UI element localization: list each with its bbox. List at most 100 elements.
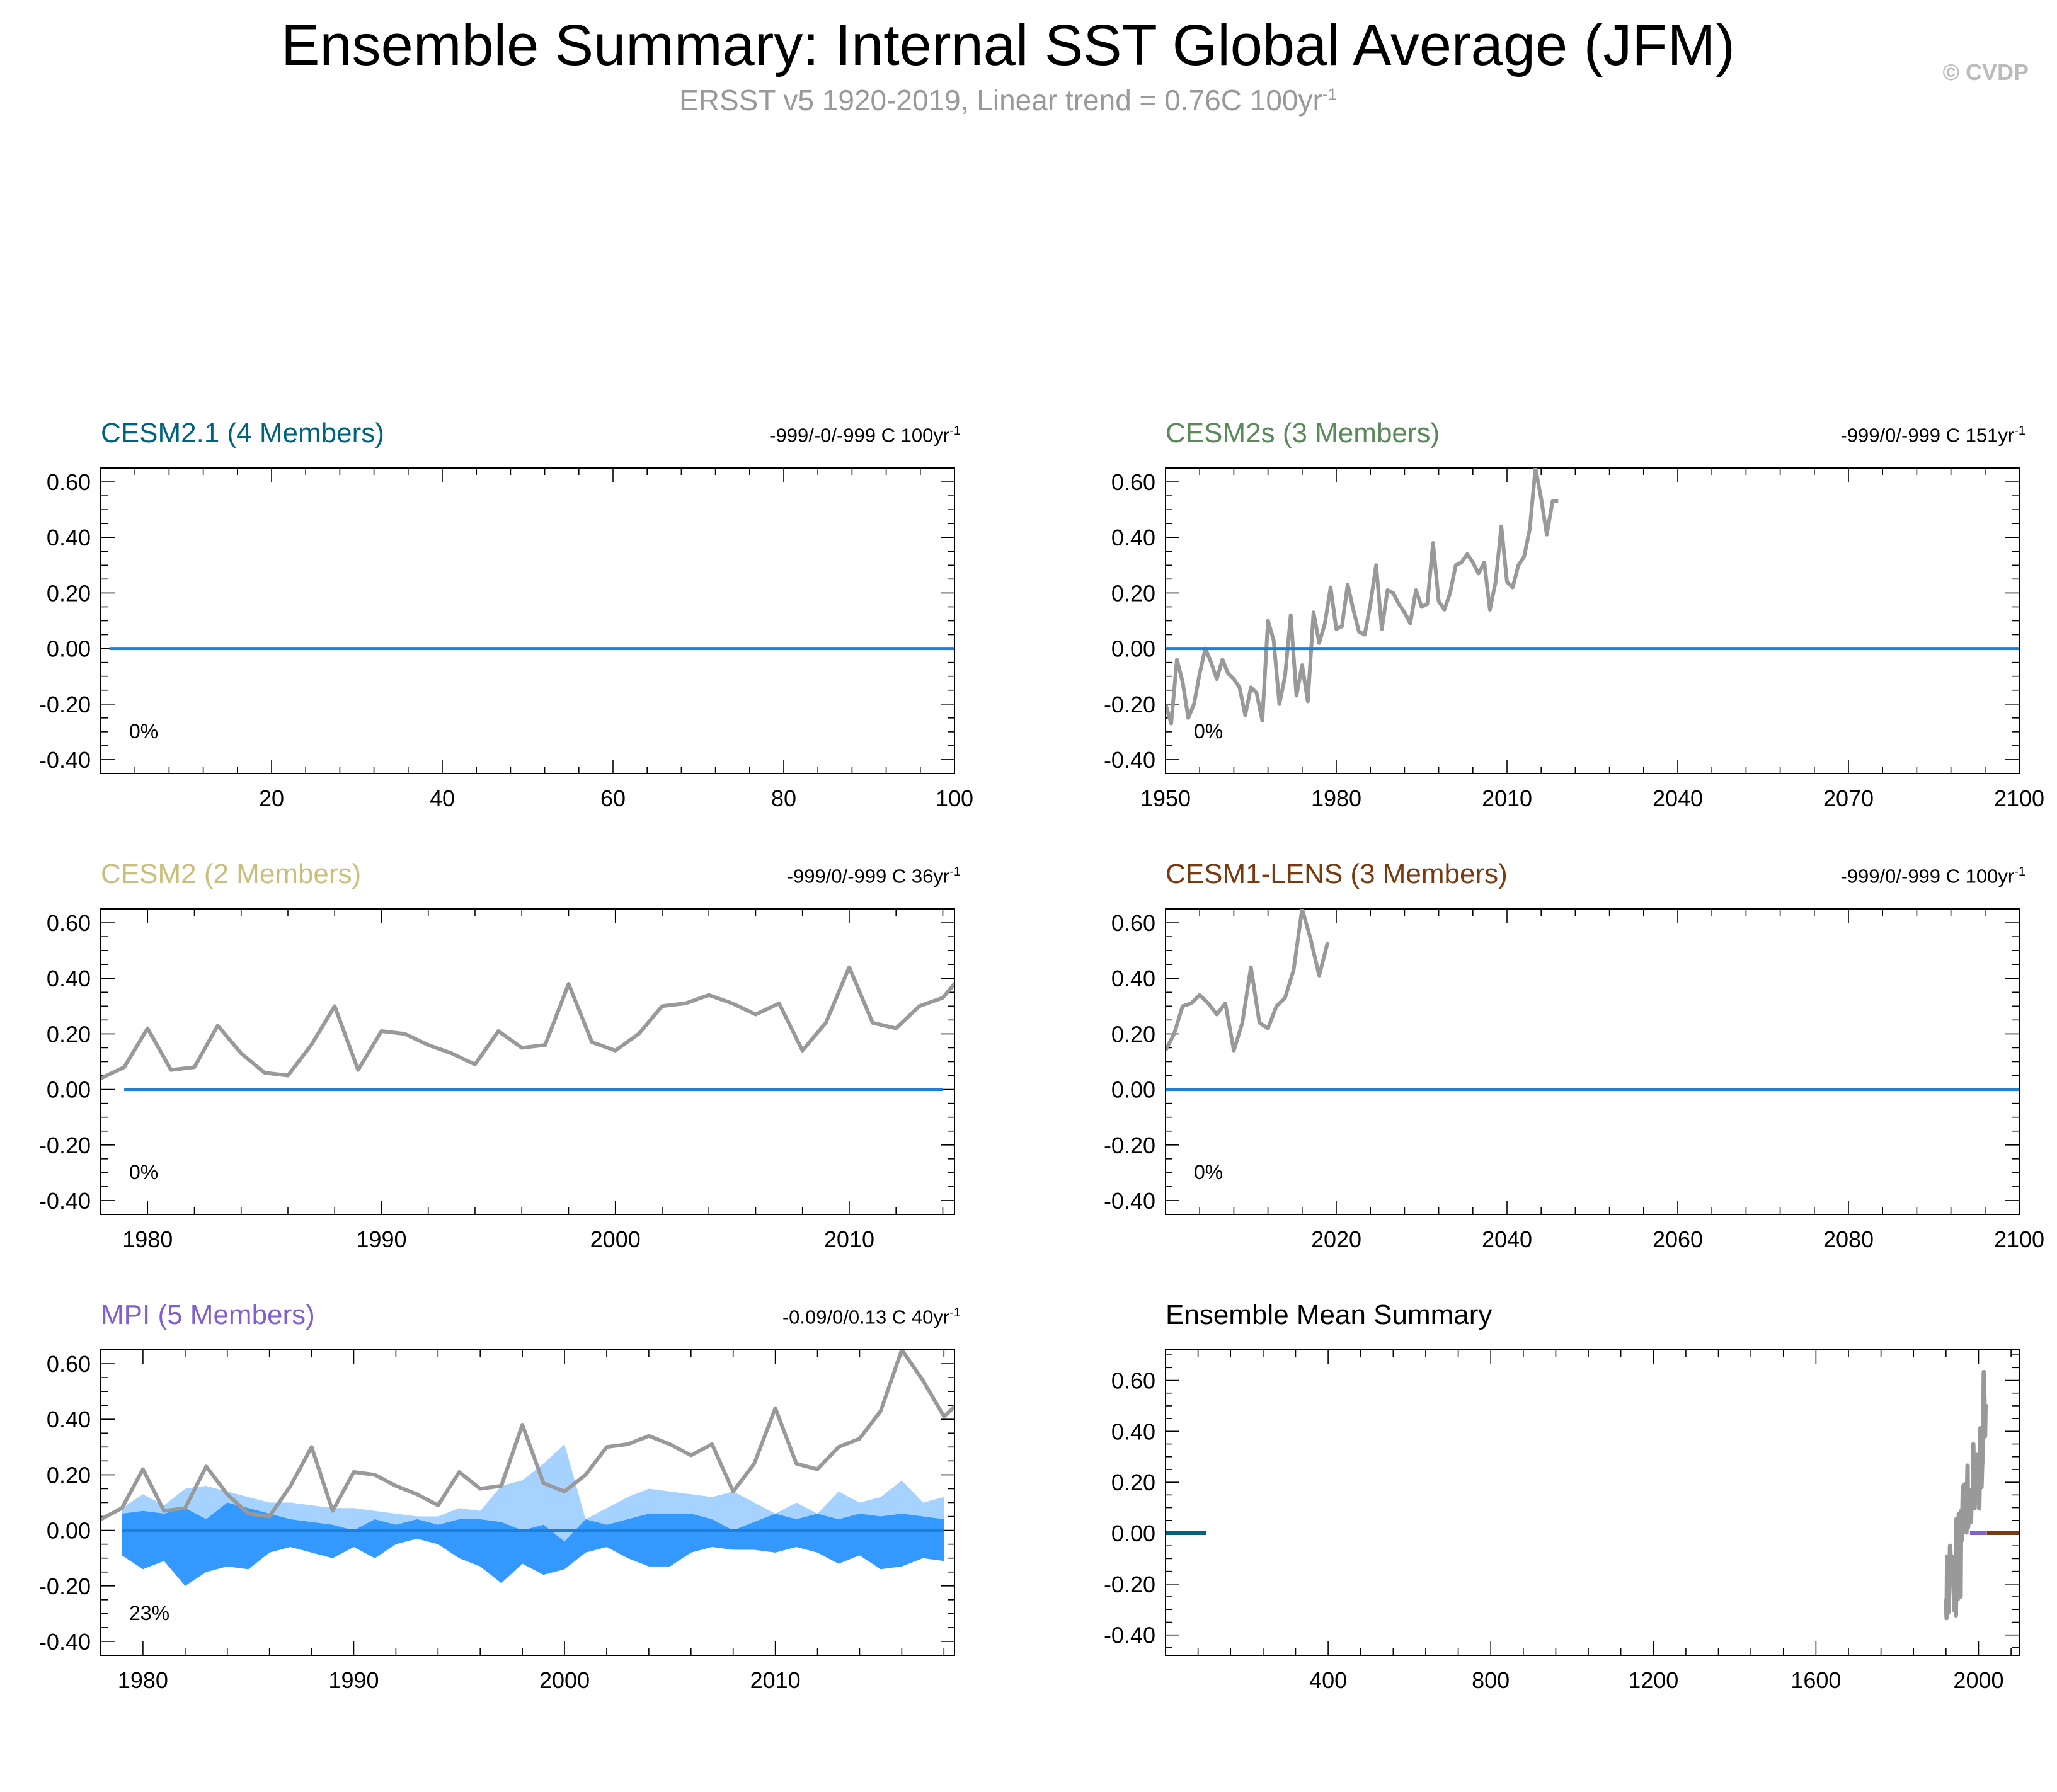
y-tick-label: -0.40: [1104, 1188, 1155, 1214]
panel-title: MPI (5 Members): [101, 1299, 315, 1330]
x-tick-label: 2000: [539, 1667, 590, 1693]
spread-band-inner: [122, 1502, 944, 1586]
trend-superscript: -1: [949, 424, 961, 438]
y-tick-label: 0.60: [1111, 910, 1155, 936]
x-tick-label: 100: [936, 785, 973, 811]
y-tick-label: 0.40: [47, 1407, 91, 1432]
panel-title: CESM2 (2 Members): [101, 859, 362, 889]
plot-area: [1166, 1369, 2019, 1621]
y-tick-label: 0.00: [1111, 636, 1155, 662]
trend-label: -999/0/-999 C 36yr-1: [787, 865, 961, 887]
plot-area: [101, 1350, 954, 1586]
trend-superscript: -1: [949, 865, 961, 879]
trend-text: -999/0/-999 C 151yr: [1840, 424, 2015, 447]
plot-frame: [100, 908, 955, 1215]
x-tick-label: 2060: [1653, 1226, 1703, 1252]
trend-text: -999/0/-999 C 36yr: [786, 865, 950, 887]
y-tick-label: 0.40: [47, 525, 91, 551]
panel-cesm2: CESM2 (2 Members) -999/0/-999 C 36yr-1 -0.…: [0, 859, 1027, 1351]
y-tick-label: -0.40: [39, 1188, 91, 1214]
x-tick-label: 20: [259, 785, 284, 811]
y-tick-label: 0.20: [47, 1462, 91, 1488]
trend-label: -999/0/-999 C 151yr-1: [1840, 424, 2025, 447]
panel-title: CESM1-LENS (3 Members): [1166, 859, 1508, 889]
percent-label: 23%: [129, 1602, 170, 1624]
y-tick-label: 0.40: [1111, 525, 1155, 551]
copyright-label: © CVDP: [1942, 59, 2029, 85]
trend-label: -999/0/-999 C 100yr-1: [1840, 865, 2025, 887]
chart-cesm2s: -0.40 -0.20 0.00 0.20 0.40 0.60 1950 1980 2010 20…: [1104, 467, 2044, 811]
x-tick-label: 1200: [1628, 1667, 1678, 1693]
x-tick-label: 2100: [1994, 785, 2044, 811]
trend-text: -0.09/0/0.13 C 40yr: [782, 1306, 950, 1328]
x-tick-label: 2010: [1482, 785, 1532, 811]
chart-cesm2: -0.40 -0.20 0.00 0.20 0.40 0.60 1980 1990 2000 20…: [39, 908, 955, 1252]
page-subtitle: ERSST v5 1920-2019, Linear trend = 0.76C…: [0, 83, 2016, 117]
y-tick-label: 0.60: [1111, 469, 1155, 495]
y-tick-label: 0.40: [47, 966, 91, 991]
chart-mpi: -0.40 -0.20 0.00 0.20 0.40 0.60 1980 1990 2000 20…: [39, 1349, 955, 1693]
x-tick-label: 1950: [1140, 785, 1191, 811]
percent-label: 0%: [1194, 1161, 1223, 1184]
subtitle-text: ERSST v5 1920-2019, Linear trend = 0.76C…: [679, 84, 1322, 117]
y-tick-label: 0.60: [47, 910, 91, 936]
y-tick-label: 0.60: [1111, 1368, 1155, 1394]
trend-text: -999/-0/-999 C 100yr: [769, 424, 950, 447]
y-tick-label: -0.20: [1104, 1572, 1155, 1597]
y-tick-label: 0.00: [1111, 1521, 1155, 1546]
y-tick-label: 0.60: [47, 1351, 91, 1377]
percent-label: 0%: [1194, 720, 1223, 743]
y-tick-label: -0.20: [39, 692, 91, 717]
y-tick-label: -0.20: [39, 1133, 91, 1158]
trend-superscript: -1: [2014, 424, 2025, 438]
plot-area: [101, 965, 954, 1092]
x-tick-label: 800: [1472, 1667, 1510, 1693]
observations-line: [1944, 1369, 1988, 1621]
x-tick-label: 1980: [1311, 785, 1361, 811]
x-tick-label: 80: [771, 785, 796, 811]
x-tick-label: 2010: [824, 1226, 874, 1252]
x-tick-label: 2020: [1311, 1226, 1361, 1252]
panel-cesm2s: CESM2s (3 Members) -999/0/-999 C 151yr-1-…: [1065, 418, 2057, 910]
y-tick-label: -0.20: [1104, 1133, 1155, 1158]
panel-title: Ensemble Mean Summary: [1166, 1299, 1493, 1330]
y-tick-label: 0.40: [1111, 1418, 1155, 1444]
y-tick-label: -0.20: [39, 1573, 91, 1599]
percent-label: 0%: [129, 720, 159, 743]
x-tick-label: 1600: [1791, 1667, 1841, 1693]
x-tick-label: 1990: [328, 1667, 379, 1693]
trend-superscript: -1: [2014, 865, 2025, 879]
y-tick-label: 0.00: [47, 1518, 91, 1544]
panel-cesm21: CESM2.1 (4 Members) -999/-0/-999 C 100yr-…: [0, 418, 1027, 910]
x-tick-label: 1980: [122, 1226, 173, 1252]
panel-mpi: MPI (5 Members) -0.09/0/0.13 C 40yr-1 -0.4…: [0, 1299, 1027, 1792]
observations-line: [1166, 468, 1559, 726]
x-tick-label: 2000: [1953, 1667, 2003, 1693]
chart-ensmean: -0.40 -0.20 0.00 0.20 0.40 0.60 400 800 1200 1600…: [1104, 1349, 2020, 1693]
x-tick-label: 1990: [356, 1226, 406, 1252]
y-tick-label: 0.20: [1111, 1470, 1155, 1495]
plot-area: [1166, 468, 2019, 726]
plot-frame: [100, 467, 955, 774]
panel-title: CESM2s (3 Members): [1166, 418, 1440, 448]
plot-frame: [1165, 467, 2020, 774]
plot-area: [1166, 909, 2019, 1092]
trend-label: -999/-0/-999 C 100yr-1: [769, 424, 961, 447]
y-tick-label: 0.00: [47, 1077, 91, 1103]
y-tick-label: -0.20: [1104, 692, 1155, 717]
page-title: Ensemble Summary: Internal SST Global Av…: [281, 13, 1735, 77]
observations-line: [101, 965, 954, 1080]
y-tick-label: 0.20: [47, 1021, 91, 1047]
observations-series-group: [1944, 1369, 1988, 1621]
y-tick-label: 0.00: [47, 636, 91, 662]
trend-text: -999/0/-999 C 100yr: [1840, 865, 2015, 887]
y-tick-label: -0.40: [1104, 1623, 1155, 1648]
percent-label: 0%: [129, 1161, 159, 1184]
y-tick-label: 0.40: [1111, 966, 1155, 991]
x-tick-label: 2070: [1823, 785, 1874, 811]
x-tick-label: 2040: [1653, 785, 1703, 811]
x-tick-label: 60: [600, 785, 626, 811]
x-tick-label: 2040: [1482, 1226, 1532, 1252]
observations-line: [1166, 909, 1330, 1053]
plot-frame: [1165, 908, 2020, 1215]
